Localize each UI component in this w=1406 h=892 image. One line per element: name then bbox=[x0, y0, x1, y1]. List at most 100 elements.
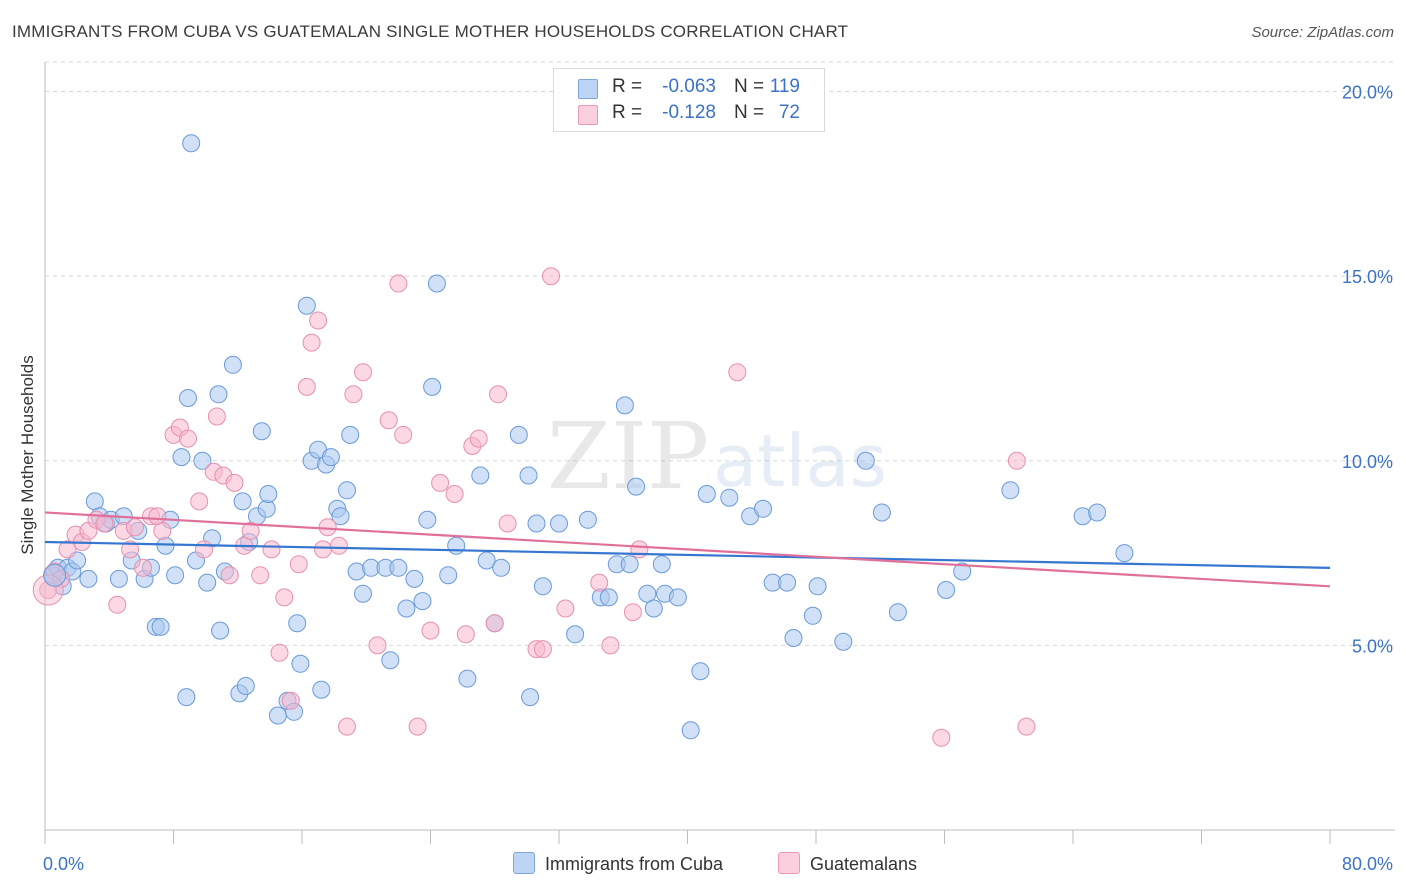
cuba-point bbox=[179, 389, 197, 407]
guatemalan-point bbox=[498, 514, 517, 533]
legend-item-guatemalans[interactable]: Guatemalans bbox=[778, 852, 917, 876]
legend-item-cuba[interactable]: Immigrants from Cuba bbox=[513, 852, 723, 876]
y-tick-label: 5.0% bbox=[1352, 636, 1393, 656]
stats-r-value: -0.063 bbox=[662, 76, 716, 97]
trend-line-cuba bbox=[44, 540, 1331, 569]
stats-n-value: 72 bbox=[778, 102, 800, 123]
guatemalan-point bbox=[289, 555, 308, 574]
cuba-point bbox=[937, 581, 956, 599]
guatemalan-point bbox=[421, 621, 440, 640]
guatemalan-point bbox=[313, 540, 332, 559]
y-tick-label: 20.0% bbox=[1342, 83, 1393, 103]
cuba-point bbox=[172, 448, 191, 467]
cuba-point bbox=[209, 385, 228, 404]
cuba-point bbox=[288, 614, 307, 633]
cuba-point bbox=[268, 706, 287, 725]
chart-title: IMMIGRANTS FROM CUBA VS GUATEMALAN SINGL… bbox=[12, 22, 849, 41]
cuba-point bbox=[312, 680, 331, 699]
cuba-point bbox=[644, 599, 663, 618]
cuba-point bbox=[418, 510, 437, 529]
cuba-point bbox=[252, 422, 271, 441]
guatemalan-point bbox=[728, 363, 747, 382]
cuba-point bbox=[720, 488, 739, 507]
guatemalan-point bbox=[134, 558, 152, 577]
x-tick-label-start: 0.0% bbox=[43, 854, 84, 874]
guatemalan-point bbox=[556, 599, 575, 618]
x-tick-label-end: 80.0% bbox=[1342, 854, 1393, 874]
guatemalan-point bbox=[344, 385, 363, 404]
guatemalan-point bbox=[932, 728, 951, 747]
stats-n-value: 119 bbox=[769, 76, 800, 97]
cuba-point bbox=[1088, 503, 1107, 522]
cuba-point bbox=[620, 555, 639, 574]
cuba-point bbox=[578, 510, 597, 529]
y-tick-label: 15.0% bbox=[1342, 267, 1393, 287]
guatemalan-point bbox=[389, 274, 408, 293]
guatemalan-point bbox=[125, 518, 144, 537]
guatemalan-point bbox=[354, 363, 372, 382]
guatemalan-point bbox=[485, 614, 504, 633]
cuba-point bbox=[211, 621, 230, 640]
axes bbox=[44, 62, 1395, 844]
cuba-point bbox=[888, 603, 907, 622]
guatemalan-point bbox=[195, 540, 213, 559]
guatemalan-point bbox=[318, 518, 337, 537]
guatemalan-point bbox=[275, 588, 294, 607]
guatemalan-point bbox=[445, 485, 464, 503]
cuba-point bbox=[354, 584, 372, 603]
cuba-point bbox=[492, 558, 511, 577]
cuba-point bbox=[341, 425, 360, 444]
cuba-point bbox=[691, 662, 710, 681]
cuba-point bbox=[615, 396, 634, 415]
cuba-point bbox=[338, 481, 356, 500]
guatemalan-point bbox=[108, 595, 127, 614]
cuba-point bbox=[397, 599, 416, 618]
data-points bbox=[32, 134, 1134, 747]
cuba-point bbox=[652, 555, 671, 574]
guatemalan-point bbox=[379, 411, 398, 430]
cuba-point bbox=[778, 573, 797, 592]
guatemalan-point bbox=[262, 540, 281, 559]
cuba-point bbox=[1115, 544, 1134, 563]
cuba-point bbox=[566, 625, 585, 644]
cuba-point bbox=[527, 514, 546, 533]
y-tick-label: 10.0% bbox=[1342, 452, 1393, 472]
cuba-point bbox=[550, 514, 568, 533]
stats-r-label: R = bbox=[612, 76, 643, 97]
cuba-point bbox=[439, 566, 458, 585]
grid-lines bbox=[45, 61, 1395, 646]
guatemalan-point bbox=[297, 377, 316, 396]
guatemalan-point bbox=[58, 540, 77, 559]
source-label: Source: ZipAtlas.com bbox=[1251, 24, 1394, 41]
stats-row-guatemalans: R = -0.128 N = 72 bbox=[554, 100, 824, 128]
cuba-point bbox=[458, 669, 477, 688]
guatemalan-point bbox=[590, 573, 609, 592]
guatemalan-point bbox=[630, 540, 649, 559]
cuba-point bbox=[423, 377, 442, 396]
watermark-zip: ZIP bbox=[547, 403, 709, 510]
stats-n-label: N = bbox=[734, 102, 765, 123]
cuba-point bbox=[668, 588, 687, 607]
cuba-point bbox=[413, 592, 432, 611]
cuba-point bbox=[177, 688, 196, 707]
cuba-point bbox=[627, 477, 646, 496]
guatemalan-point bbox=[251, 566, 270, 585]
guatemalan-point bbox=[207, 407, 226, 426]
cuba-point bbox=[79, 569, 98, 588]
cuba-point bbox=[803, 606, 822, 625]
cuba-point bbox=[389, 558, 408, 577]
cuba-point bbox=[427, 274, 446, 293]
guatemalan-point bbox=[225, 473, 244, 492]
guatemalan-point bbox=[95, 514, 114, 533]
cuba-point bbox=[447, 536, 466, 555]
cuba-point bbox=[808, 577, 827, 596]
guatemalan-point bbox=[456, 625, 475, 644]
guatemalan-point bbox=[1007, 451, 1026, 470]
cuba-point bbox=[166, 566, 185, 585]
cuba-point bbox=[405, 569, 424, 588]
trend-lines bbox=[44, 511, 1331, 588]
guatemalan-point bbox=[121, 540, 140, 559]
guatemalan-point bbox=[368, 636, 387, 655]
cuba-point bbox=[521, 688, 540, 707]
